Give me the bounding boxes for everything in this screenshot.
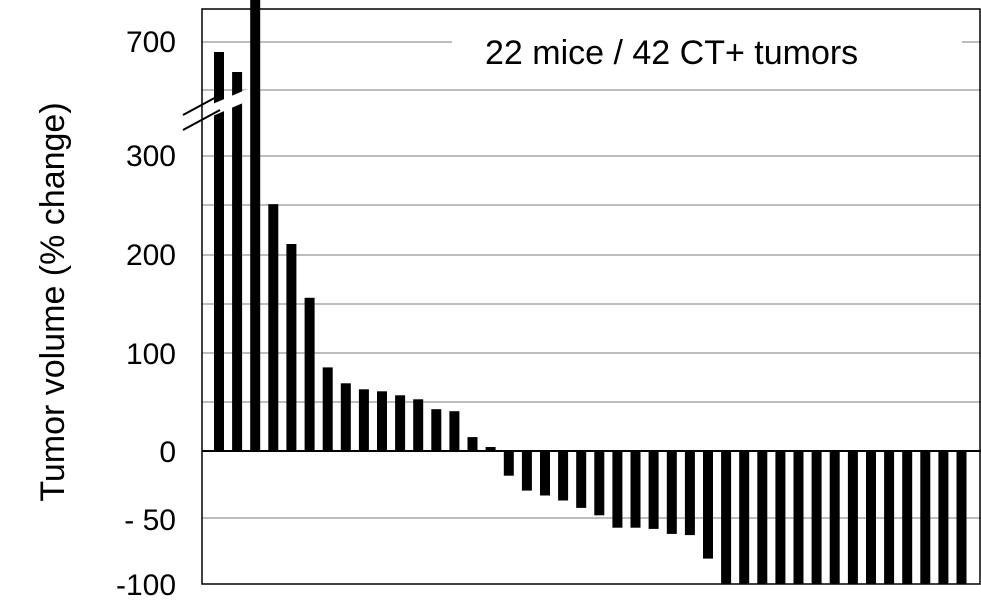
bar [757,451,768,584]
y-tick-label: -100 [116,569,176,601]
bar [340,383,351,451]
bar [775,451,786,584]
bar [232,72,243,451]
bar [648,451,659,529]
bar [304,297,315,451]
bar [902,451,913,584]
bar [684,451,695,536]
bar [503,451,514,476]
bar [521,451,532,491]
y-tick-label: 300 [126,140,176,173]
y-tick-label: 200 [126,239,176,272]
bar [630,451,641,528]
annotation-box [452,18,962,76]
bars [214,0,967,584]
bar [540,451,550,496]
bar [485,447,496,451]
bar [956,451,967,584]
bar [703,451,713,559]
gridlines [202,41,981,519]
y-tick-labels: 700 300 200 100 0 - 50 -100 [116,26,176,601]
bar [395,395,406,451]
bar [576,451,587,508]
bar [594,451,605,516]
bar [920,451,931,584]
bar [322,367,333,451]
bar [268,204,279,451]
bar [829,451,840,584]
bar [286,244,297,451]
axis-break-gap [180,88,250,130]
bar [431,409,442,451]
bar [377,391,387,451]
y-axis-title: Tumor volume (% change) [34,102,72,501]
bar [666,451,677,534]
bar [793,451,804,584]
bar [358,389,369,451]
annotation-label: 22 mice / 42 CT+ tumors [485,34,858,72]
bar [938,451,949,584]
bar [449,411,460,451]
plot-frame [201,8,981,585]
bar [811,451,822,584]
y-tick-label: 100 [126,338,176,371]
bar [612,451,623,528]
y-tick-label: 0 [159,436,176,469]
bar [214,52,224,451]
bar [413,399,424,451]
bar [558,451,569,501]
y-tick-label: 700 [126,26,176,59]
bar [739,451,750,584]
bar [847,451,858,584]
bar [866,451,876,584]
bar [250,0,261,452]
bar [884,451,895,584]
y-tick-label: - 50 [124,504,176,537]
bar [467,437,478,451]
bar [721,451,732,584]
